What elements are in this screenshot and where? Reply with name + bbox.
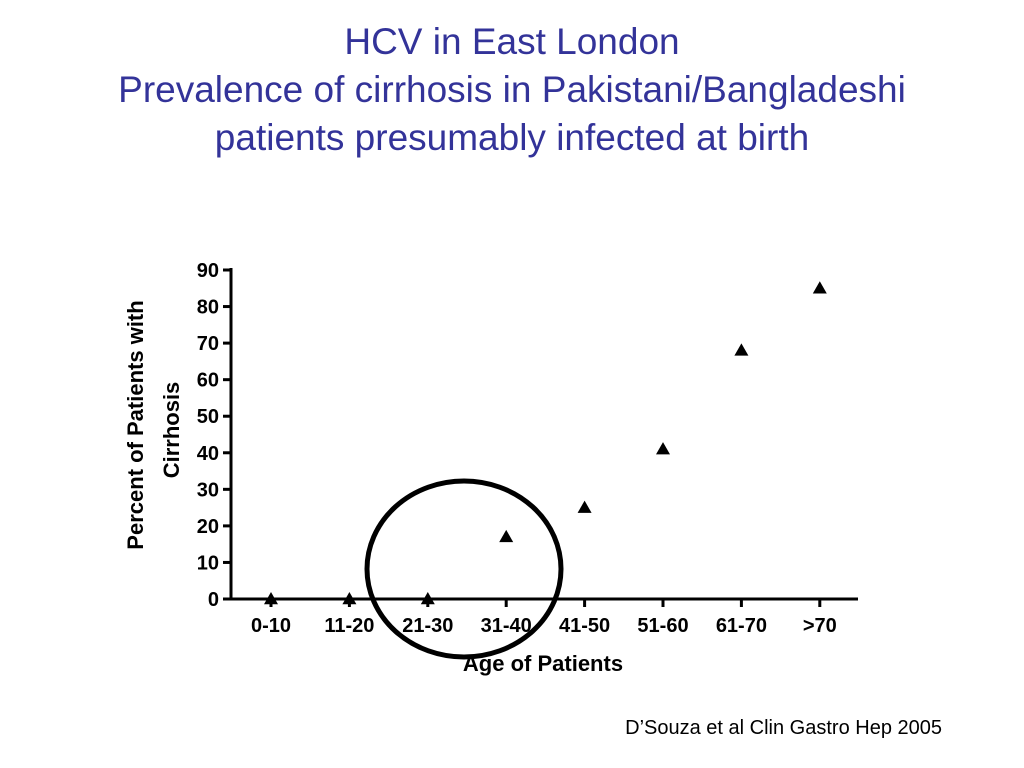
data-point-6 (656, 442, 670, 455)
x-tick-label-7: 61-70 (716, 615, 767, 637)
y-tick-label-30: 30 (197, 479, 219, 501)
data-point-7 (734, 343, 749, 356)
title-line-2: Prevalence of cirrhosis in Pakistani/Ban… (118, 69, 906, 110)
y-axis-label-line-2: Cirrhosis (159, 382, 184, 479)
y-tick-label-20: 20 (197, 516, 219, 538)
y-tick-label-50: 50 (197, 406, 219, 428)
data-point-3 (420, 592, 435, 605)
y-axis-label-line-1: Percent of Patients with (123, 300, 148, 549)
y-tick-label-40: 40 (197, 443, 219, 465)
y-tick-label-60: 60 (197, 370, 219, 392)
data-point-2 (342, 592, 357, 605)
x-tick-label-6: 51-60 (637, 615, 688, 637)
data-point-1 (264, 592, 278, 605)
x-tick-label-2: 11-20 (324, 615, 374, 637)
x-tick-label-4: 31-40 (481, 615, 532, 637)
data-point-5 (577, 500, 592, 513)
y-tick-label-80: 80 (197, 297, 219, 319)
citation: D’Souza et al Clin Gastro Hep 2005 (625, 717, 942, 739)
data-points (264, 281, 827, 605)
y-tick-label-0: 0 (208, 589, 219, 611)
y-tick-label-10: 10 (197, 552, 219, 574)
title-line-1: HCV in East London (344, 21, 680, 62)
data-point-8 (812, 281, 827, 294)
y-tick-label-90: 90 (197, 260, 219, 282)
title-line-3: patients presumably infected at birth (214, 117, 810, 158)
x-tick-label-3: 21-30 (402, 615, 453, 637)
data-point-4 (499, 529, 514, 543)
y-tick-label-70: 70 (197, 333, 219, 355)
highlight-circle (364, 478, 564, 660)
slide-title: HCV in East London Prevalence of cirrhos… (0, 18, 1024, 162)
x-tick-label-8: >70 (803, 615, 837, 637)
x-tick-label-1: 0-10 (251, 615, 291, 637)
x-tick-label-5: 41-50 (559, 615, 610, 637)
y-axis: 0 10 20 30 40 50 60 70 80 90 (197, 260, 233, 611)
x-axis: 0-10 11-20 21-30 31-40 41-50 51-60 61-70 >70 (231, 597, 858, 637)
